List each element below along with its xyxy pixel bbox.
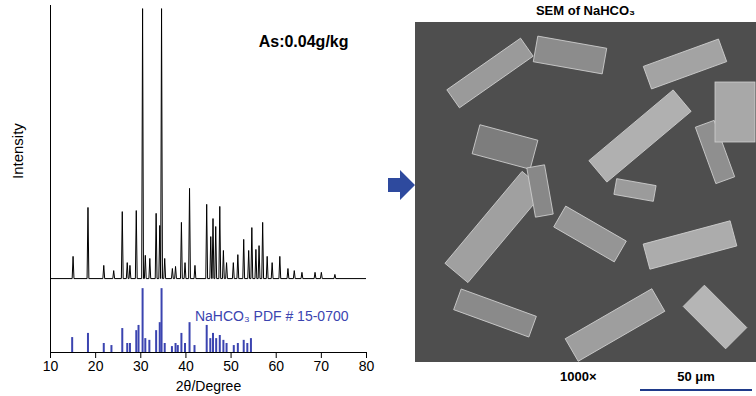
svg-text:NaHCO₃ PDF # 15-0700: NaHCO₃ PDF # 15-0700 — [195, 308, 349, 324]
svg-text:10: 10 — [43, 358, 59, 374]
svg-text:60: 60 — [268, 358, 284, 374]
svg-text:80: 80 — [359, 358, 375, 374]
svg-text:Intensity: Intensity — [9, 123, 26, 179]
html-text:SEM of NaHCO₃: SEM of NaHCO₃ — [535, 3, 636, 18]
svg-text:As:0.04g/kg: As:0.04g/kg — [259, 33, 349, 50]
svg-text:40: 40 — [178, 358, 194, 374]
svg-text:50: 50 — [223, 358, 239, 374]
svg-text:20: 20 — [88, 358, 104, 374]
svg-text:30: 30 — [133, 358, 149, 374]
html-text:1000×: 1000× — [560, 369, 597, 384]
svg-text:70: 70 — [314, 358, 330, 374]
svg-text:2θ/Degree: 2θ/Degree — [176, 378, 242, 394]
html-text:50 μm: 50 μm — [677, 369, 715, 384]
